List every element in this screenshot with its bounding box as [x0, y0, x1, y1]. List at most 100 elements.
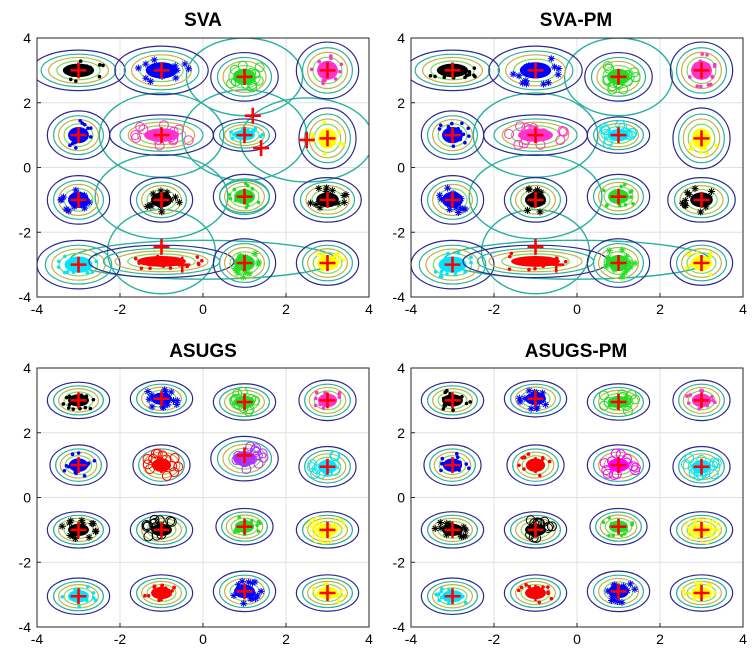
- data-point: [513, 258, 517, 263]
- contour-inner: [431, 118, 474, 152]
- data-point: [609, 521, 614, 526]
- contour-mid: [136, 514, 188, 546]
- data-point: [257, 587, 265, 595]
- data-point: [436, 191, 444, 199]
- contour-mid: [493, 118, 578, 152]
- data-point: [318, 402, 322, 407]
- data-point: [621, 453, 632, 464]
- contour-inner: [422, 56, 483, 84]
- data-point: [458, 460, 462, 464]
- contour-mid: [673, 181, 730, 219]
- data-point: [442, 75, 447, 80]
- data-point: [150, 448, 161, 459]
- contour-inner: [306, 580, 349, 606]
- data-point: [624, 528, 629, 533]
- contour-outer: [669, 574, 734, 612]
- cluster-center-marker: [70, 62, 87, 79]
- panel-asugs-pm: ASUGS-PM -4 -2 0 2 4 -4 -2 0 2 4: [393, 341, 748, 647]
- data-point: [340, 198, 348, 206]
- data-point: [323, 184, 331, 192]
- cluster-fill: [137, 255, 186, 267]
- contour-outer: [503, 177, 568, 223]
- y-tick-label: -4: [393, 619, 406, 635]
- cluster-center-marker: [527, 127, 544, 144]
- data-point: [688, 147, 692, 151]
- data-point: [312, 200, 320, 208]
- data-point: [605, 254, 613, 262]
- cluster-center-marker: [70, 457, 87, 474]
- data-point: [439, 589, 443, 594]
- data-point: [58, 522, 66, 530]
- contour-mid: [678, 383, 725, 418]
- data-point: [599, 458, 610, 469]
- data-point: [540, 80, 548, 88]
- data-point: [154, 193, 162, 201]
- contour-core: [56, 60, 101, 81]
- data-point: [622, 76, 633, 87]
- data-point: [554, 71, 562, 79]
- data-point: [525, 62, 533, 70]
- data-point: [613, 598, 621, 606]
- data-point: [615, 119, 626, 130]
- contour-outer: [210, 435, 279, 482]
- data-point: [443, 390, 448, 395]
- contour-outer: [411, 239, 495, 290]
- data-point: [547, 459, 552, 464]
- data-point: [688, 468, 699, 479]
- contour-core: [604, 517, 633, 536]
- cluster-center-marker: [319, 191, 336, 208]
- contour-mid: [52, 115, 104, 156]
- data-point: [685, 394, 689, 398]
- data-point: [558, 126, 569, 137]
- component: [669, 240, 734, 286]
- data-point: [86, 126, 90, 131]
- data-point: [233, 198, 238, 203]
- data-point: [623, 586, 631, 594]
- data-point: [134, 64, 142, 72]
- data-point: [254, 62, 265, 73]
- data-point: [433, 74, 437, 79]
- data-point: [173, 401, 181, 409]
- data-point: [82, 200, 90, 208]
- data-point: [89, 520, 97, 528]
- data-point: [240, 599, 248, 607]
- data-point: [555, 65, 563, 73]
- contour-inner: [431, 517, 474, 543]
- data-point: [700, 52, 705, 56]
- data-point: [600, 128, 611, 139]
- data-point: [706, 83, 711, 87]
- contour-inner: [140, 386, 183, 412]
- data-point: [170, 396, 178, 404]
- x-tick-label: 4: [365, 301, 373, 317]
- data-point: [533, 404, 541, 412]
- cluster-center-marker: [527, 457, 544, 474]
- data-point: [550, 63, 558, 71]
- data-point: [438, 123, 443, 128]
- data-point: [85, 533, 93, 541]
- data-point: [168, 266, 173, 270]
- cluster-center-marker: [319, 255, 336, 272]
- data-point: [255, 258, 263, 266]
- contour-inner: [680, 517, 723, 543]
- data-point: [457, 468, 461, 472]
- data-point: [631, 585, 639, 593]
- data-point: [313, 527, 324, 538]
- data-point: [77, 604, 82, 609]
- data-point: [431, 525, 439, 533]
- cluster-center-marker: [70, 588, 87, 605]
- y-tick-label: 0: [23, 160, 31, 176]
- data-point: [546, 585, 550, 589]
- data-point: [605, 203, 609, 207]
- data-point: [247, 82, 258, 93]
- cluster-center-marker: [70, 521, 87, 538]
- data-point: [696, 587, 701, 591]
- data-point: [705, 53, 709, 57]
- data-point: [71, 270, 76, 275]
- contour-mid: [304, 383, 351, 418]
- data-point: [85, 270, 90, 275]
- y-tick-label: 4: [397, 360, 405, 376]
- contour-outer: [423, 444, 482, 486]
- y-tick-label: -2: [393, 224, 406, 240]
- data-point: [341, 258, 346, 262]
- data-point: [440, 456, 445, 461]
